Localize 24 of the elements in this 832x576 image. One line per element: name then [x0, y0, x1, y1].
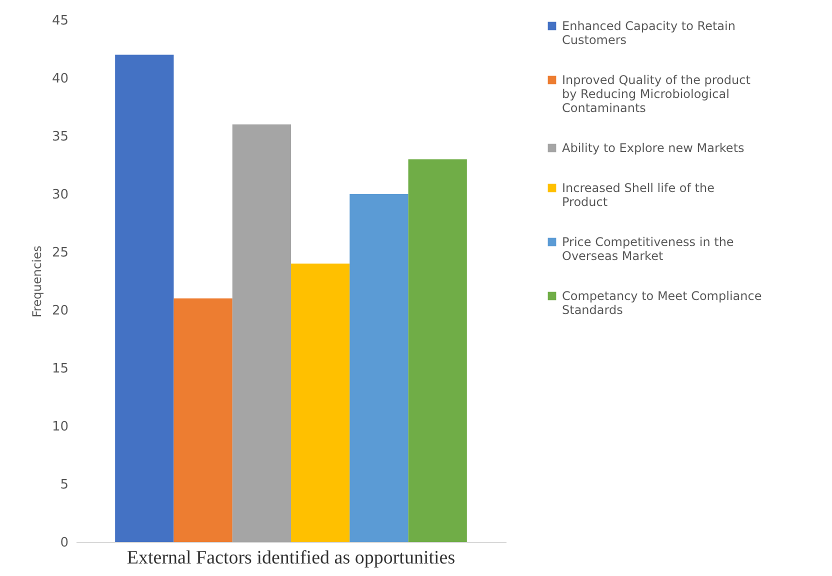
y-tick-label: 20: [52, 304, 68, 318]
legend-label: Price Competitiveness in the Overseas Market: [562, 235, 734, 263]
bar: [291, 264, 350, 542]
legend-label: Increased Shell life of the Product: [562, 181, 714, 209]
bar: [174, 298, 232, 542]
y-tick-label: 25: [52, 246, 68, 260]
legend-label: Competancy to Meet Compliance Standards: [562, 289, 762, 317]
y-tick-label: 45: [52, 14, 68, 28]
y-tick-label: 5: [60, 478, 68, 492]
y-axis-title: Frequencies: [30, 246, 44, 318]
y-tick-label: 0: [60, 536, 68, 550]
y-tick-label: 10: [52, 420, 68, 434]
y-tick-label: 15: [52, 362, 68, 376]
bar: [232, 124, 291, 542]
bar: [115, 54, 174, 542]
legend-label: Ability to Explore new Markets: [562, 141, 744, 155]
y-tick-label: 30: [52, 188, 68, 202]
x-tick-label: External Factors identified as opportunities: [126, 548, 456, 568]
legend-label: Enhanced Capacity to Retain Customers: [562, 19, 736, 47]
bar: [350, 194, 408, 542]
y-tick-label: 40: [52, 72, 68, 86]
y-tick-label: 35: [52, 130, 68, 144]
bar: [408, 159, 467, 542]
legend-label: Inproved Quality of the product by Reducing Microbiological Contaminants: [562, 73, 751, 115]
